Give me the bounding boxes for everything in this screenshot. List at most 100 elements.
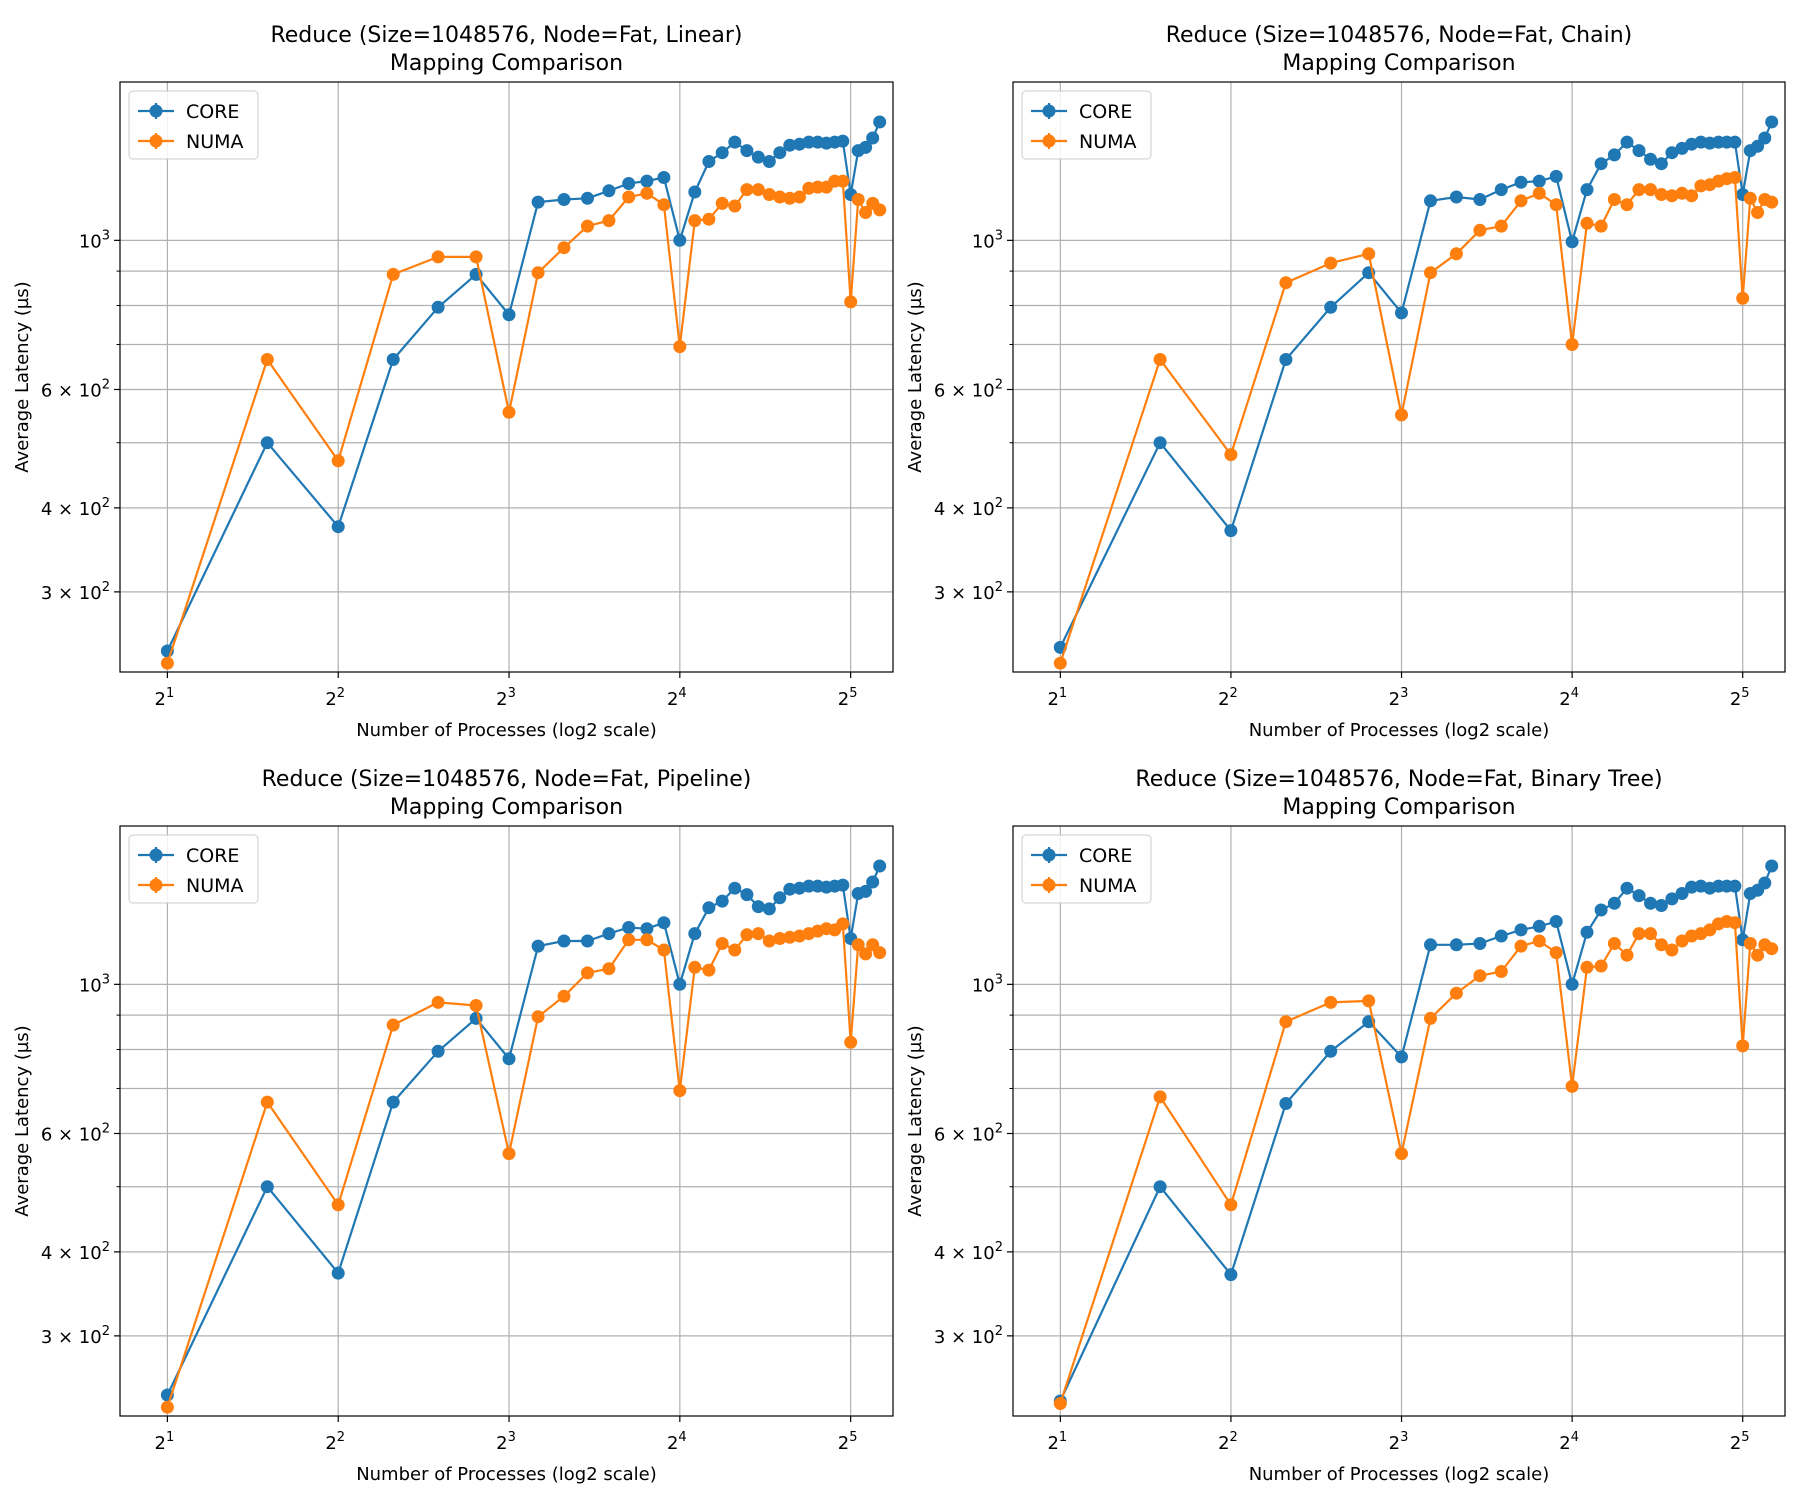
x-tick-label: 24 [667, 686, 687, 710]
data-point-numa [1665, 943, 1679, 957]
y-tick-label-base: 3 × 10 [934, 1327, 995, 1348]
axes-frame [1012, 81, 1786, 673]
legend-marker [149, 878, 163, 892]
y-axis-label: Average Latency (µs) [12, 281, 33, 472]
data-point-core [1654, 157, 1668, 171]
y-tick-label-exp: 2 [995, 496, 1003, 511]
data-point-core [581, 191, 594, 205]
data-point-core [1494, 929, 1508, 943]
y-axis-label: Average Latency (µs) [12, 1025, 33, 1216]
data-point-numa [728, 199, 742, 213]
legend-label: CORE [186, 845, 239, 867]
data-point-numa [836, 174, 850, 188]
data-point-numa [469, 250, 483, 264]
data-point-numa [1473, 969, 1487, 983]
series-line-core [1059, 121, 1773, 648]
y-tick-label: 4 × 102 [934, 1240, 1003, 1264]
chart-title: Reduce (Size=1048576, Node=Fat, Linear) [270, 23, 742, 48]
x-tick-label-exp: 2 [337, 686, 345, 701]
x-tick-label: 23 [1389, 1430, 1409, 1454]
legend-label: NUMA [1079, 875, 1137, 897]
data-point-numa [1644, 927, 1657, 941]
data-point-numa [844, 1035, 858, 1049]
data-point-numa [715, 196, 729, 210]
data-point-core [260, 436, 274, 450]
data-point-core [1728, 135, 1742, 149]
data-point-numa [1607, 193, 1621, 206]
data-point-core [762, 902, 776, 916]
y-tick-label: 103 [79, 972, 110, 996]
x-tick-label: 23 [496, 686, 516, 710]
data-point-core [1665, 892, 1679, 906]
data-point-core [1153, 436, 1167, 450]
data-point-core [1620, 135, 1634, 149]
data-point-core [1644, 896, 1657, 910]
data-point-core [1279, 1097, 1293, 1110]
data-point-core [702, 901, 716, 915]
data-point-core [1728, 879, 1742, 893]
data-point-numa [1494, 965, 1508, 978]
data-point-numa [1743, 191, 1757, 205]
y-tick-label-exp: 2 [102, 496, 110, 511]
x-tick-label-base: 2 [325, 1433, 336, 1454]
y-tick-label: 6 × 102 [41, 1121, 110, 1145]
data-point-core [1565, 977, 1579, 991]
x-tick-label-base: 2 [1389, 689, 1400, 710]
x-tick-label-base: 2 [1559, 689, 1570, 710]
data-point-numa [836, 917, 850, 931]
x-tick-label: 23 [496, 1430, 516, 1454]
y-tick-label: 6 × 102 [934, 1121, 1003, 1145]
x-tick-label: 22 [325, 686, 345, 710]
data-point-numa [622, 933, 636, 947]
y-tick-label: 3 × 102 [934, 580, 1003, 604]
y-tick-label-base: 4 × 10 [41, 1243, 102, 1264]
data-point-core [740, 888, 754, 902]
x-tick-label-base: 2 [1047, 689, 1058, 710]
data-point-core [1665, 146, 1679, 160]
data-point-core [1675, 887, 1689, 900]
data-point-core [1607, 896, 1621, 910]
series-core [160, 859, 887, 1402]
y-tick-label-exp: 3 [995, 972, 1003, 987]
series-line-numa [1059, 176, 1773, 664]
y-tick-label-exp: 2 [102, 1121, 110, 1136]
legend-marker [1042, 878, 1056, 892]
x-axis-label: Number of Processes (log2 scale) [356, 1464, 657, 1485]
data-point-core [1224, 1268, 1238, 1282]
chart-subtitle: Mapping Comparison [1282, 795, 1515, 820]
x-tick-label-base: 2 [1730, 689, 1741, 710]
legend-marker [1042, 134, 1056, 148]
data-point-numa [859, 947, 873, 961]
y-axis-label: Average Latency (µs) [905, 281, 926, 472]
data-point-numa [688, 960, 702, 974]
y-tick-label-base: 6 × 10 [41, 1124, 102, 1145]
data-point-numa [386, 267, 400, 281]
data-point-core [773, 891, 787, 905]
legend-marker [149, 848, 163, 862]
data-point-core [783, 138, 797, 152]
x-axis-label: Number of Processes (log2 scale) [1249, 720, 1550, 741]
y-tick-label-exp: 2 [995, 580, 1003, 595]
data-point-numa [783, 191, 797, 205]
data-point-numa [469, 999, 483, 1012]
x-tick-label-exp: 1 [166, 686, 174, 701]
x-tick-label-exp: 2 [1230, 1430, 1238, 1445]
data-point-numa [1654, 188, 1668, 201]
data-point-core [622, 921, 636, 934]
x-tick-label-exp: 4 [1571, 1430, 1579, 1445]
chart-title: Reduce (Size=1048576, Node=Fat, Pipeline… [262, 767, 752, 792]
y-tick-label-base: 3 × 10 [934, 583, 995, 604]
data-point-numa [715, 937, 729, 950]
x-tick-label: 21 [1047, 1430, 1067, 1454]
legend-label: NUMA [1079, 131, 1137, 153]
x-tick-label: 23 [1389, 686, 1409, 710]
y-tick-label-base: 10 [79, 975, 102, 996]
data-point-numa [1153, 353, 1167, 366]
grid [120, 826, 893, 1416]
legend: CORE NUMA [1021, 90, 1152, 160]
x-tick-label: 21 [155, 686, 175, 710]
data-point-numa [740, 183, 754, 197]
x-tick-label-base: 2 [155, 1433, 166, 1454]
data-point-numa [260, 1095, 274, 1109]
data-point-core [873, 115, 887, 129]
